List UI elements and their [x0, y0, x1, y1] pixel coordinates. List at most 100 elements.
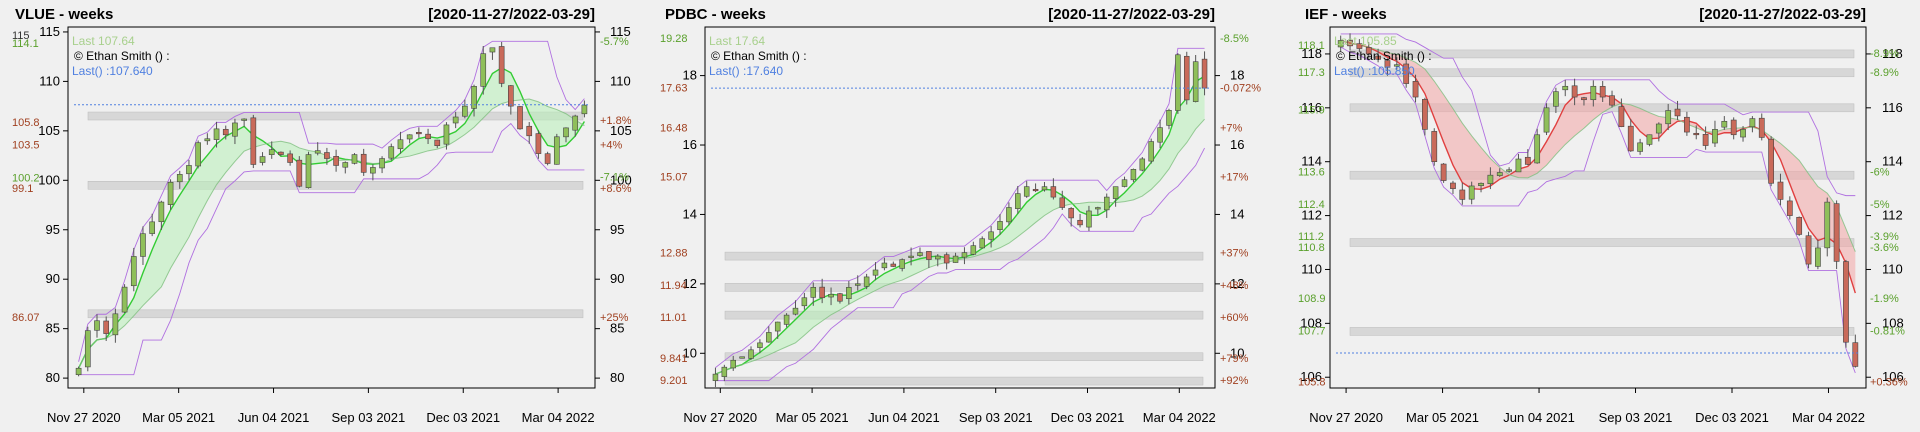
ma-slow-line: [78, 98, 585, 369]
ma-fast-line: [715, 75, 1205, 375]
candle: [1384, 60, 1391, 68]
candle: [1581, 97, 1587, 101]
candle: [1637, 142, 1643, 152]
x-tick-label: Dec 03 2021: [426, 410, 500, 425]
level-label-right: -1.9%: [1870, 293, 1899, 305]
candle: [783, 314, 790, 325]
level-label-left: 17.63: [660, 82, 688, 94]
y-tick-label: 12: [683, 276, 697, 291]
candle: [1758, 117, 1765, 138]
candle: [1646, 134, 1653, 145]
candle: [167, 181, 174, 205]
level-label-right: -3.6%: [1870, 242, 1899, 254]
level-label-right: -0.81%: [1870, 325, 1905, 337]
candle: [774, 321, 781, 332]
candle: [1032, 188, 1039, 192]
candle: [360, 153, 367, 173]
candle: [1184, 55, 1190, 101]
ma-slow-line: [715, 118, 1205, 375]
candle: [1095, 207, 1101, 210]
candle: [1450, 182, 1456, 189]
y-tick-label-right: 80: [610, 370, 624, 385]
x-tick-label: Nov 27 2020: [683, 410, 757, 425]
upper-envelope: [78, 40, 585, 362]
chart-title: VLUE - weeks: [15, 6, 113, 23]
candle: [324, 152, 330, 159]
y-tick-label-right: 16: [1230, 137, 1244, 152]
x-tick-label: Mar 04 2022: [1143, 410, 1216, 425]
candle: [721, 366, 728, 377]
y-tick-label-right: 110: [610, 73, 631, 88]
candle: [94, 320, 100, 331]
level-label-left: 114.1: [12, 38, 39, 50]
y-tick-label: 112: [1301, 208, 1322, 223]
candle: [1393, 64, 1400, 67]
y-tick-label: 14: [683, 206, 697, 221]
level-label-left: 16.48: [660, 122, 688, 134]
x-tick-label: Sep 03 2021: [959, 410, 1033, 425]
candle: [739, 356, 745, 359]
candle: [434, 139, 441, 146]
candle: [801, 297, 808, 307]
candle: [1347, 40, 1353, 47]
candle: [1786, 200, 1793, 216]
y-tick-label: 10: [683, 345, 697, 360]
level-label-left: 117.3: [1298, 67, 1325, 79]
y-tick-label: 95: [46, 222, 60, 237]
candle: [158, 201, 165, 223]
candle: [480, 53, 487, 87]
candle: [388, 146, 395, 159]
support-band: [1349, 327, 1855, 336]
legend-last: Last 107.64: [72, 34, 135, 48]
candle: [1175, 54, 1181, 111]
candle: [1843, 261, 1849, 343]
level-label-left: 107.7: [1298, 325, 1326, 337]
ma-slow-line: [1340, 39, 1856, 252]
candle: [1139, 158, 1146, 171]
y-tick-label-right: 106: [1882, 369, 1904, 384]
candle: [863, 276, 870, 287]
x-tick-label: Mar 04 2022: [522, 410, 595, 425]
level-label-left: 15.07: [660, 171, 688, 183]
candle: [186, 165, 192, 175]
candle: [489, 47, 496, 53]
level-label-left: 115.9: [1298, 105, 1325, 117]
candle: [1023, 186, 1030, 197]
candle: [1852, 342, 1859, 367]
level-label-left: 111.2: [1298, 231, 1324, 243]
candle: [1059, 197, 1066, 208]
candle: [572, 115, 579, 131]
y-tick-label: 18: [683, 68, 697, 83]
y-tick-label-right: 116: [1882, 100, 1903, 115]
level-label-left: 105.8: [1298, 377, 1326, 389]
level-label-left: 115: [12, 30, 30, 42]
candle: [1440, 163, 1447, 181]
candle: [1740, 129, 1746, 138]
level-label-right: -0.072%: [1220, 82, 1261, 94]
candle: [1041, 186, 1048, 191]
candle: [1077, 219, 1083, 226]
level-label-right: +8.6%: [600, 183, 632, 195]
level-label-right: -8.5%: [1220, 33, 1249, 45]
x-tick-label: Jun 04 2021: [238, 410, 310, 425]
candle: [854, 283, 861, 286]
upper-envelope: [1340, 33, 1856, 197]
level-label-right: -6%: [1870, 166, 1890, 178]
candle: [890, 263, 897, 267]
candle: [935, 255, 941, 260]
level-label-right: +79%: [1220, 353, 1249, 365]
level-label-right: +25%: [600, 312, 629, 324]
candle: [314, 150, 321, 154]
candle: [757, 342, 763, 348]
candle: [1534, 134, 1541, 164]
candle: [1201, 58, 1208, 89]
y-tick-label-right: 90: [610, 271, 624, 286]
candle: [406, 134, 413, 140]
level-label-right: +60%: [1220, 312, 1249, 324]
candle: [581, 104, 588, 115]
candle: [997, 221, 1003, 230]
level-label-right: -8.9%: [1870, 48, 1899, 60]
candle: [1777, 181, 1784, 200]
candle: [1050, 186, 1057, 198]
